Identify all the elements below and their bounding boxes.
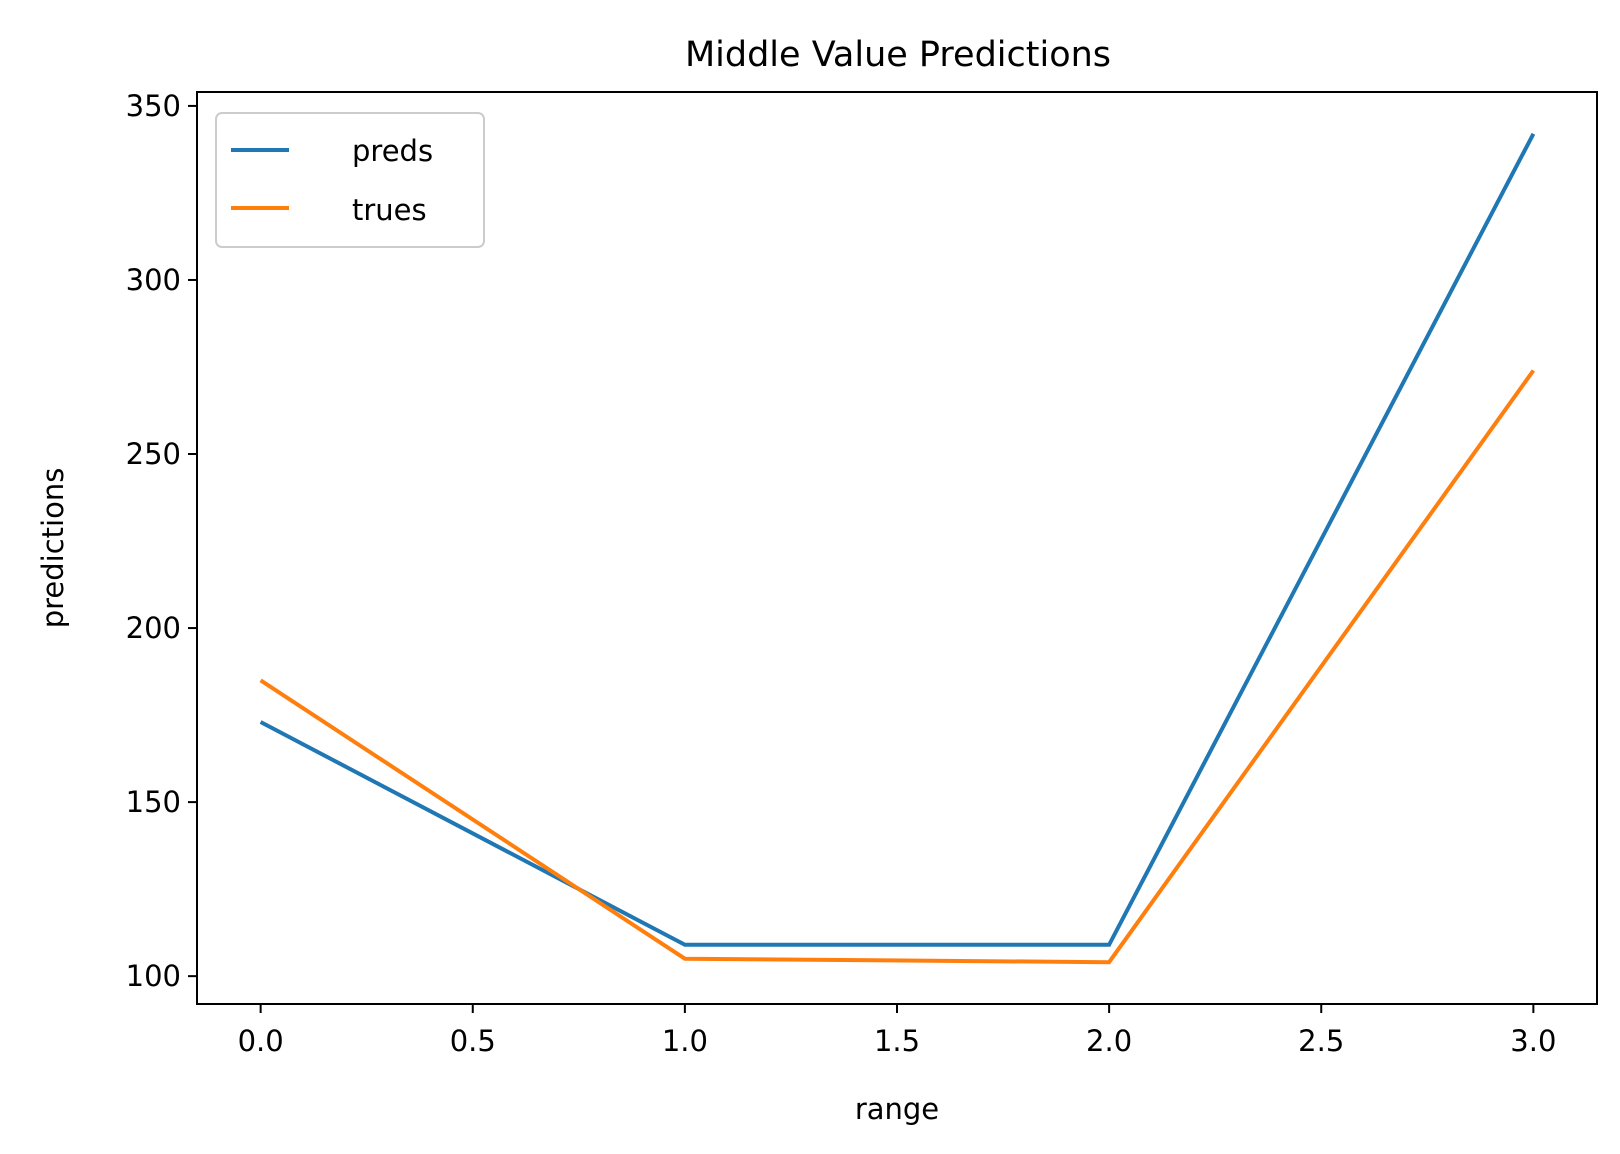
chart-title: Middle Value Predictions [685,35,1111,75]
y-tick-label: 150 [126,785,181,819]
x-tick-label: 1.5 [874,1024,920,1058]
legend-label-trues: trues [352,193,427,227]
plot-frame [196,91,1598,1005]
x-tick-label: 0.0 [238,1024,284,1058]
y-tick-label: 250 [126,437,181,471]
y-axis-label: predictions [36,468,70,629]
legend-box [215,112,485,248]
x-tick-label: 2.5 [1298,1024,1344,1058]
y-tick-label: 350 [126,89,181,123]
series-line-trues [259,369,1536,965]
x-tick-label: 0.5 [450,1024,496,1058]
series-line-preds [259,132,1536,947]
y-tick-label: 200 [126,611,181,645]
x-tick-label: 3.0 [1510,1024,1556,1058]
legend-label-preds: preds [352,134,433,168]
x-tick-label: 1.0 [662,1024,708,1058]
series-layer [259,132,1536,965]
legend: preds trues [215,112,485,248]
ticks-layer: 0.0 0.5 1.0 1.5 2.0 2.5 3.0 100 150 200 250 300 350 [126,89,1557,1058]
y-tick-label: 300 [126,263,181,297]
x-axis-label: range [855,1092,939,1126]
y-tick-label: 100 [126,959,181,993]
x-tick-label: 2.0 [1086,1024,1132,1058]
